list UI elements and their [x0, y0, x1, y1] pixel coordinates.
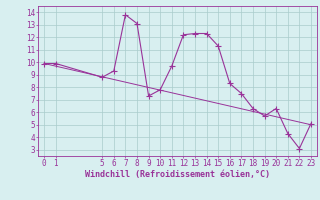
X-axis label: Windchill (Refroidissement éolien,°C): Windchill (Refroidissement éolien,°C)	[85, 170, 270, 179]
